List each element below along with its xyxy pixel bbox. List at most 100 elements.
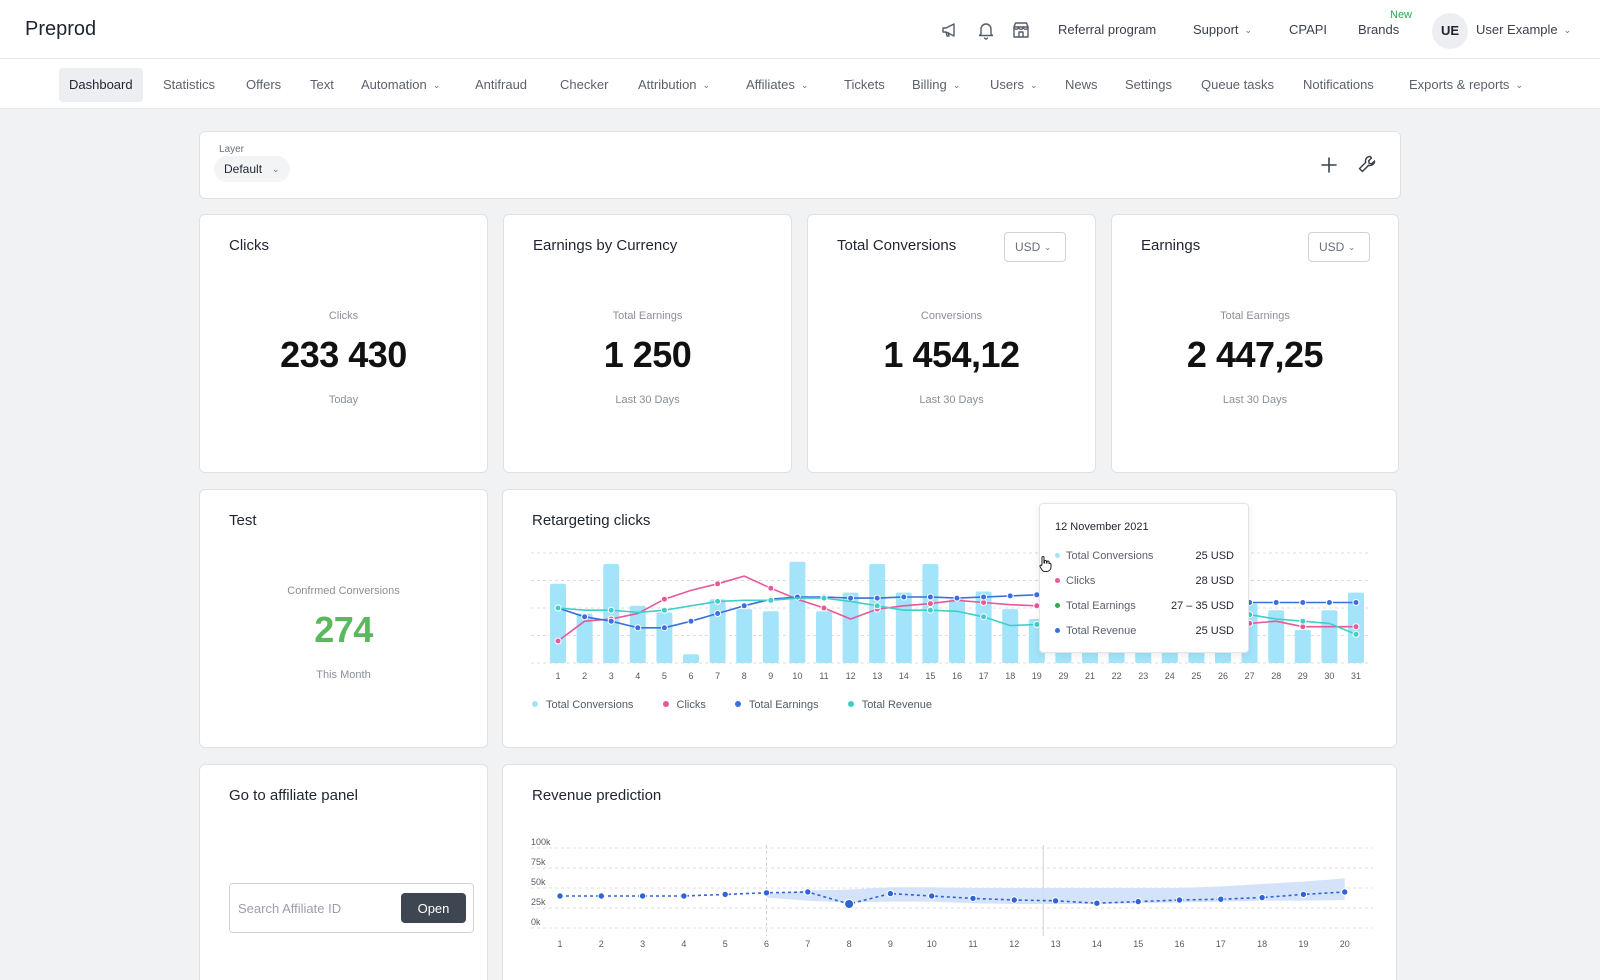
nav-text[interactable]: Text xyxy=(310,77,334,92)
open-button[interactable]: Open xyxy=(401,893,466,923)
bar-total-conversions xyxy=(816,611,832,663)
referral-program-link[interactable]: Referral program xyxy=(1058,22,1157,37)
x-tick-label: 17 xyxy=(979,671,989,681)
point-revenue xyxy=(556,892,564,900)
point-revenue xyxy=(886,889,895,898)
nav-news[interactable]: News xyxy=(1065,77,1098,92)
point-revenue xyxy=(1258,893,1266,902)
bar-total-conversions xyxy=(576,613,593,663)
nav-affiliates[interactable]: Affiliates ⌄ xyxy=(736,68,818,102)
stat-period: This Month xyxy=(316,669,371,681)
clicks-card: Clicks Clicks 233 430 Today xyxy=(199,214,488,473)
point-clicks xyxy=(1352,623,1360,631)
bar-total-conversions xyxy=(895,592,912,663)
bell-icon[interactable] xyxy=(976,20,996,40)
point-clicks xyxy=(554,637,562,645)
stat-value: 1 454,12 xyxy=(883,334,1020,375)
stat-value: 2 447,25 xyxy=(1186,334,1324,375)
point-total-earnings xyxy=(900,593,908,601)
hand-cursor-icon xyxy=(1039,556,1052,572)
nav-settings[interactable]: Settings xyxy=(1125,77,1172,92)
nav-antifraud[interactable]: Antifraud xyxy=(475,77,528,92)
point-revenue xyxy=(680,892,688,900)
nav-automation[interactable]: Automation ⌄ xyxy=(351,68,450,102)
point-clicks xyxy=(820,604,828,612)
earnings-by-currency-card: Earnings by Currency Total Earnings 1 25… xyxy=(503,214,792,473)
x-tick-label: 1 xyxy=(557,939,562,949)
bar-total-conversions xyxy=(736,609,753,663)
layer-select[interactable]: Default ⌄ xyxy=(214,156,290,182)
main-nav: Dashboard Statistics Offers Text Automat… xyxy=(0,59,1600,109)
x-tick-label: 8 xyxy=(742,671,747,681)
x-tick-label: 13 xyxy=(1051,939,1061,949)
x-tick-label: 6 xyxy=(764,939,769,949)
affiliate-id-input[interactable] xyxy=(238,894,388,922)
nav-attribution[interactable]: Attribution ⌄ xyxy=(628,68,720,102)
brand-logo[interactable]: Preprod xyxy=(25,18,97,40)
x-tick-label: 26 xyxy=(1218,671,1228,681)
stat-caption: Clicks xyxy=(328,310,359,322)
point-total-earnings xyxy=(1272,599,1280,606)
nav-queue-tasks[interactable]: Queue tasks xyxy=(1201,77,1274,92)
nav-checker[interactable]: Checker xyxy=(560,77,609,92)
currency-select[interactable]: USD ⌄ xyxy=(1004,232,1066,262)
point-clicks xyxy=(714,580,722,588)
nav-billing[interactable]: Billing ⌄ xyxy=(902,68,970,102)
nav-notifications[interactable]: Notifications xyxy=(1303,77,1374,92)
point-revenue xyxy=(597,892,606,900)
megaphone-icon[interactable] xyxy=(940,20,960,40)
user-menu[interactable]: User Example ⌄ xyxy=(1476,22,1572,37)
test-card: Test Confrmed Conversions 274 This Month xyxy=(199,489,488,748)
y-tick-label: 25k xyxy=(531,897,546,907)
x-tick-label: 9 xyxy=(768,671,773,681)
legend-item-total-conversions[interactable]: Total Conversions xyxy=(532,699,633,711)
stat-value: 233 430 xyxy=(280,334,407,375)
x-tick-label: 24 xyxy=(1165,671,1175,681)
nav-exports-reports[interactable]: Exports & reports ⌄ xyxy=(1399,68,1533,102)
currency-select[interactable]: USD ⌄ xyxy=(1308,232,1370,262)
point-total-earnings xyxy=(980,593,988,601)
chevron-down-icon: ⌄ xyxy=(800,80,809,90)
point-total-earnings xyxy=(1299,599,1307,606)
card-title: Earnings by Currency xyxy=(533,237,678,254)
x-tick-label: 18 xyxy=(1257,939,1267,949)
nav-users[interactable]: Users ⌄ xyxy=(980,68,1048,102)
card-title: Go to affiliate panel xyxy=(229,787,358,804)
nav-tickets[interactable]: Tickets xyxy=(844,77,885,92)
point-revenue xyxy=(928,892,936,900)
legend-item-total-earnings[interactable]: Total Earnings xyxy=(734,699,819,711)
bar-total-conversions xyxy=(683,654,699,663)
prediction-band xyxy=(766,878,1345,904)
avatar[interactable]: UE xyxy=(1432,13,1468,49)
x-tick-label: 22 xyxy=(1112,671,1122,681)
store-icon[interactable] xyxy=(1011,20,1031,40)
wrench-icon[interactable] xyxy=(1356,153,1382,179)
retargeting-clicks-chart[interactable]: 1 2 3 4 5 6 7 8 9 10 11 12 13 14 15 16 17 18 19 29 21 22 23 24 2… xyxy=(503,490,1397,690)
affiliate-search: Open xyxy=(229,883,474,933)
bar-total-conversions xyxy=(975,591,992,663)
cpapi-link[interactable]: CPAPI xyxy=(1289,22,1328,37)
x-tick-label: 17 xyxy=(1216,939,1226,949)
card-title: Earnings xyxy=(1141,237,1201,254)
add-icon[interactable] xyxy=(1318,154,1344,180)
legend-item-clicks[interactable]: Clicks xyxy=(662,699,706,711)
point-revenue xyxy=(762,889,771,897)
nav-dashboard[interactable]: Dashboard xyxy=(59,68,143,102)
bar-total-conversions xyxy=(629,605,646,663)
bar-total-conversions xyxy=(842,592,859,663)
x-tick-label: 11 xyxy=(819,671,828,681)
nav-offers[interactable]: Offers xyxy=(246,77,282,92)
x-tick-label: 5 xyxy=(662,671,667,681)
brands-link[interactable]: Brands xyxy=(1358,22,1400,37)
tooltip-row: Total Revenue 25 USD xyxy=(1055,625,1234,637)
support-menu[interactable]: Support ⌄ xyxy=(1193,22,1253,37)
total-conversions-card: Total Conversions USD ⌄ Conversions 1 454… xyxy=(807,214,1096,473)
nav-statistics[interactable]: Statistics xyxy=(163,77,216,92)
y-tick-label: 0k xyxy=(531,917,541,927)
card-title: Revenue prediction xyxy=(532,787,662,804)
revenue-prediction-card: Revenue prediction 100k 75k 50k 25k 0k 1 2 3 4 5 6… xyxy=(502,764,1397,980)
point-total-revenue xyxy=(1352,630,1360,638)
point-revenue xyxy=(969,894,977,903)
legend-item-total-revenue[interactable]: Total Revenue xyxy=(847,699,932,711)
